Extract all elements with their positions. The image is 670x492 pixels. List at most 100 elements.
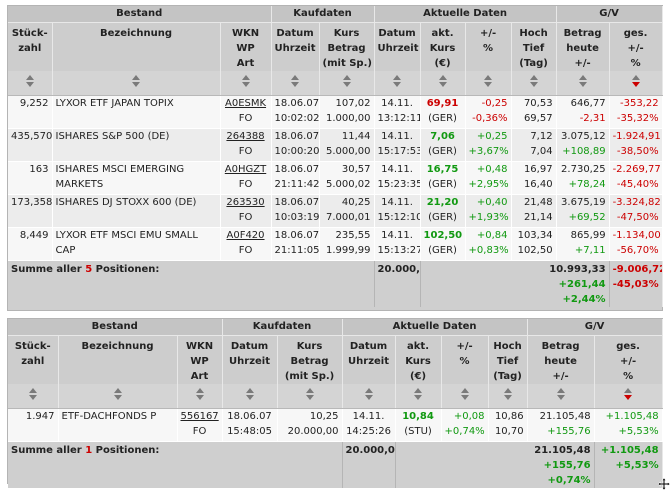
- cell-stueckzahl: 8,449: [8, 227, 53, 261]
- header-kauf-datum: Datum Uhrzeit: [222, 335, 278, 384]
- header-bezeichnung: Bezeichnung: [52, 22, 221, 71]
- header-kauf-kurs: Kurs Betrag (mit Sp.): [319, 22, 375, 71]
- sort-plusminus[interactable]: [441, 384, 489, 409]
- header-akt-kurs: akt. Kurs (€): [420, 22, 466, 71]
- cell-ges: -3.324,82 -47,50%: [609, 194, 663, 228]
- cell-akt-datum: 14.11. 13:12:11: [374, 95, 421, 129]
- sort-arrows-icon[interactable]: [131, 74, 141, 87]
- sort-arrows-icon[interactable]: [460, 387, 470, 400]
- wkn-link[interactable]: A0ESMK: [224, 98, 267, 109]
- sort-arrows-icon[interactable]: [483, 74, 493, 87]
- sort-arrows-icon[interactable]: [578, 74, 588, 87]
- sort-arrows-icon[interactable]: [290, 74, 300, 87]
- cell-akt-datum: 14.11. 15:17:53: [374, 128, 421, 162]
- sort-arrows-icon[interactable]: [113, 387, 123, 400]
- wkn-link[interactable]: 263530: [226, 197, 265, 208]
- cell-betrag: 2.730,25 +78,24: [556, 161, 610, 195]
- cell-akt-datum: 14.11. 15:12:10: [374, 194, 421, 228]
- sort-hochtief[interactable]: [511, 71, 557, 96]
- sort-betrag[interactable]: [527, 384, 595, 409]
- sort-akt-datum[interactable]: [374, 71, 421, 96]
- sort-wkn[interactable]: [220, 71, 272, 96]
- sort-arrows-icon[interactable]: [245, 387, 255, 400]
- cell-betrag: 646,77 -2,31: [556, 95, 610, 129]
- header-betrag: Betrag heute +/-: [527, 335, 595, 384]
- wkn-link[interactable]: A0F420: [226, 230, 265, 241]
- sort-kauf-datum[interactable]: [271, 71, 320, 96]
- sort-bezeichnung[interactable]: [58, 384, 178, 409]
- sort-ges[interactable]: [609, 71, 663, 96]
- group-bestand: Bestand: [8, 319, 223, 336]
- sort-bezeichnung[interactable]: [52, 71, 221, 96]
- cell-hochtief: 16,97 16,40: [511, 161, 557, 195]
- header-akt-datum: Datum Uhrzeit: [374, 22, 421, 71]
- cell-wkn: 263530 FO: [220, 194, 272, 228]
- summary-betrag: 21.105,48 +155,76 +0,74%: [395, 441, 595, 488]
- sort-controls-row: [8, 384, 663, 409]
- sort-arrows-icon[interactable]: [305, 387, 315, 400]
- wkn-link[interactable]: A0HGZT: [224, 164, 267, 175]
- sort-hochtief[interactable]: [488, 384, 528, 409]
- cell-ges: -353,22 -35,32%: [609, 95, 663, 129]
- cell-kauf-kurs: 11,44 5.000,00: [319, 128, 375, 162]
- cell-akt-kurs: 102,50 (GER): [420, 227, 466, 261]
- cell-wkn: A0F420 FO: [220, 227, 272, 261]
- sort-arrows-icon[interactable]: [28, 387, 38, 400]
- cell-kauf-datum: 18.06.07 15:48:05: [222, 408, 278, 442]
- depot-2-grid: Bestand Kaufdaten Aktuelle Daten G/V Stü…: [8, 319, 663, 488]
- sort-arrows-icon[interactable]: [364, 387, 374, 400]
- wkn-link[interactable]: 264388: [226, 131, 265, 142]
- sort-arrows-active-icon[interactable]: [623, 387, 633, 400]
- sort-arrows-active-icon[interactable]: [631, 74, 641, 87]
- cell-wkn: 556167 FO: [177, 408, 223, 442]
- cell-akt-kurs: 16,75 (GER): [420, 161, 466, 195]
- sort-arrows-icon[interactable]: [529, 74, 539, 87]
- sort-stueckzahl[interactable]: [8, 384, 59, 409]
- sort-betrag[interactable]: [556, 71, 610, 96]
- summary-kaufbetrag: 20.000,04: [374, 260, 421, 307]
- cell-kauf-kurs: 30,57 5.000,02: [319, 161, 375, 195]
- depot-1-grid: Bestand Kaufdaten Aktuelle Daten G/V Stü…: [8, 6, 663, 307]
- sort-akt-datum[interactable]: [342, 384, 396, 409]
- cell-stueckzahl: 163: [8, 161, 53, 195]
- group-kaufdaten: Kaufdaten: [271, 6, 375, 23]
- cell-wkn: A0HGZT FO: [220, 161, 272, 195]
- group-aktuelle-daten: Aktuelle Daten: [374, 6, 557, 23]
- wkn-link[interactable]: 556167: [180, 411, 219, 422]
- sort-plusminus[interactable]: [465, 71, 512, 96]
- cell-betrag: 3.075,12 +108,89: [556, 128, 610, 162]
- sort-kauf-kurs[interactable]: [277, 384, 343, 409]
- cell-plusminus: +0,84 +0,83%: [465, 227, 512, 261]
- header-kauf-kurs: Kurs Betrag (mit Sp.): [277, 335, 343, 384]
- sort-kauf-kurs[interactable]: [319, 71, 375, 96]
- cell-hochtief: 103,34 102,50: [511, 227, 557, 261]
- cell-bezeichnung: ETF-DACHFONDS P: [58, 408, 178, 442]
- cell-kauf-kurs: 235,55 1.999,99: [319, 227, 375, 261]
- sort-arrows-icon[interactable]: [392, 74, 402, 87]
- cell-kauf-kurs: 107,02 1.000,00: [319, 95, 375, 129]
- cell-akt-kurs: 10,84 (STU): [395, 408, 442, 442]
- sort-arrows-icon[interactable]: [25, 74, 35, 87]
- cell-kauf-datum: 18.06.07 21:11:05: [271, 227, 320, 261]
- sort-arrows-icon[interactable]: [241, 74, 251, 87]
- sort-wkn[interactable]: [177, 384, 223, 409]
- sort-arrows-icon[interactable]: [503, 387, 513, 400]
- sort-akt-kurs[interactable]: [395, 384, 442, 409]
- table-row: 9,252 LYXOR ETF JAPAN TOPIX A0ESMK FO 18.06.…: [8, 95, 663, 129]
- sort-kauf-datum[interactable]: [222, 384, 278, 409]
- sort-arrows-icon[interactable]: [413, 387, 423, 400]
- cell-hochtief: 7,12 7,04: [511, 128, 557, 162]
- cell-wkn: A0ESMK FO: [220, 95, 272, 129]
- header-betrag: Betrag heute +/-: [556, 22, 610, 71]
- sort-stueckzahl[interactable]: [8, 71, 53, 96]
- cell-stueckzahl: 9,252: [8, 95, 53, 129]
- sort-arrows-icon[interactable]: [195, 387, 205, 400]
- sort-arrows-icon[interactable]: [438, 74, 448, 87]
- sort-ges[interactable]: [594, 384, 663, 409]
- sort-arrows-icon[interactable]: [556, 387, 566, 400]
- cell-ges: +1.105,48 +5,53%: [594, 408, 663, 442]
- header-plusminus: +/-%: [441, 335, 489, 384]
- sort-akt-kurs[interactable]: [420, 71, 466, 96]
- cell-hochtief: 10,86 10,70: [488, 408, 528, 442]
- sort-arrows-icon[interactable]: [342, 74, 352, 87]
